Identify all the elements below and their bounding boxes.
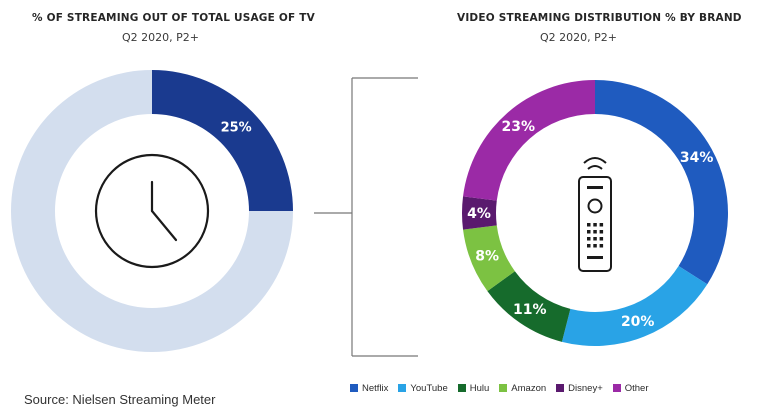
charts-canvas: 25% 34% 20% 11% 8% 4% 23%: [11, 70, 728, 357]
legend-label: Netflix: [362, 382, 389, 394]
legend-swatch: [556, 384, 565, 392]
legend-swatch: [499, 384, 508, 392]
slice-disney: [461, 196, 497, 230]
clock-icon: [94, 153, 210, 269]
legend-swatch: [612, 384, 621, 392]
legend-item-disney: Disney+: [556, 383, 603, 394]
legend-label: YouTube: [410, 382, 448, 394]
chart-1-subtitle: Q2 2020, P2+: [122, 31, 199, 44]
connector-bracket: [314, 77, 418, 357]
data-label-disney: 4%: [467, 206, 491, 222]
slice-amazon: [463, 225, 515, 292]
legend-swatch: [398, 384, 407, 392]
legend: Netflix YouTube Hulu Amazon Disney+ Othe…: [350, 380, 649, 396]
legend-item-netflix: Netflix: [350, 383, 388, 394]
legend-item-other: Other: [612, 382, 649, 394]
slice-other: [463, 80, 595, 201]
chart-1-title: % OF STREAMING OUT OF TOTAL USAGE OF TV: [32, 12, 315, 24]
slice-netflix: [595, 80, 728, 285]
source-note: Source: Nielsen Streaming Meter: [24, 392, 216, 407]
legend-label: Disney+: [568, 382, 603, 394]
legend-label: Other: [624, 382, 649, 394]
chart-2-title: VIDEO STREAMING DISTRIBUTION % BY BRAND: [457, 12, 742, 24]
donut-chart-brand-distribution: 34% 20% 11% 8% 4% 23%: [461, 80, 728, 346]
data-label-hulu: 11%: [513, 302, 547, 318]
remote-control-icon: [578, 157, 612, 272]
slice-streaming: [152, 70, 293, 211]
legend-label: Hulu: [469, 382, 490, 394]
legend-item-hulu: Hulu: [457, 382, 490, 394]
slice-youtube: [561, 266, 708, 346]
data-label-amazon: 8%: [475, 249, 499, 265]
legend-item-amazon: Amazon: [499, 383, 546, 394]
legend-item-youtube: YouTube: [398, 382, 448, 394]
data-label-other: 23%: [502, 119, 536, 135]
data-label-streaming: 25%: [221, 121, 252, 136]
slice-other-tv-usage: [11, 70, 293, 352]
legend-swatch: [350, 384, 358, 392]
chart-2-subtitle: Q2 2020, P2+: [540, 31, 617, 44]
slice-hulu: [487, 271, 571, 342]
legend-label: Amazon: [511, 382, 547, 394]
donut-chart-streaming-share: 25%: [11, 70, 293, 352]
data-label-netflix: 34%: [680, 150, 714, 166]
data-label-youtube: 20%: [621, 314, 655, 330]
legend-swatch: [457, 384, 466, 392]
